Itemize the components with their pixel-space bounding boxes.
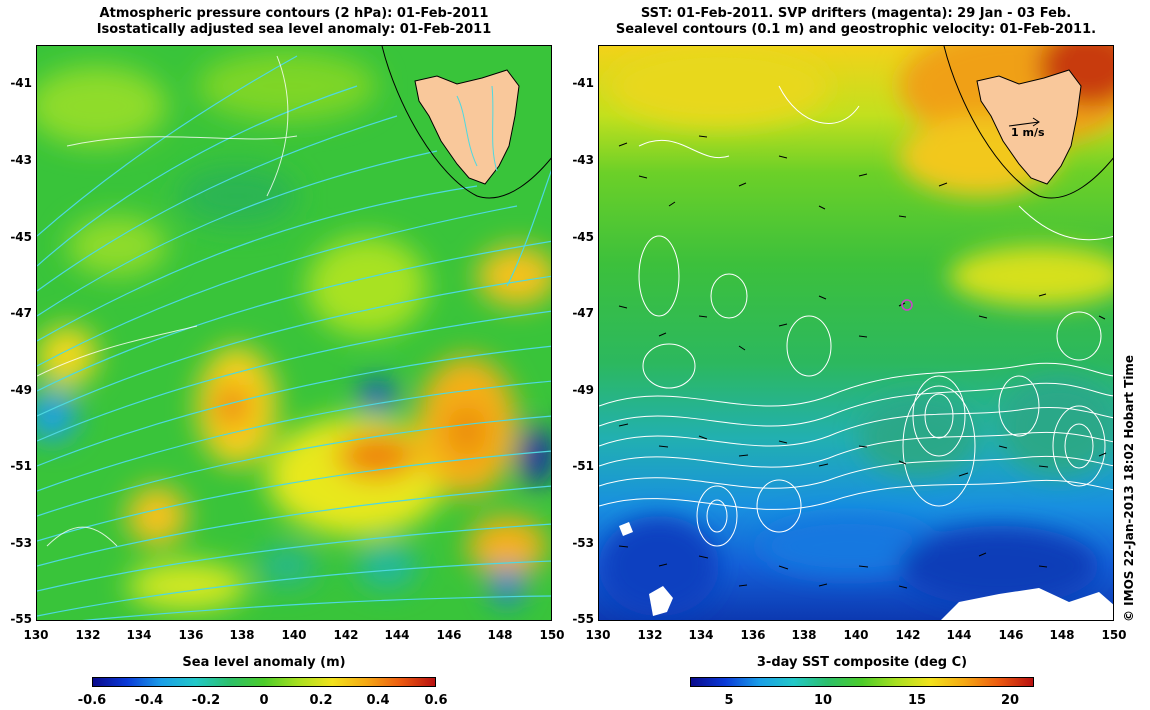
right-xtick: 146	[998, 628, 1024, 642]
left-xtick: 136	[178, 628, 204, 642]
no-data-patches	[619, 522, 1113, 620]
right-xtick: 136	[740, 628, 766, 642]
left-colorbar-tick: 0.2	[309, 693, 333, 708]
sst-field	[599, 46, 1113, 620]
scale-vector-arrow	[1008, 117, 1040, 127]
pressure-contours	[37, 55, 551, 620]
right-colorbar-tick: 15	[907, 693, 927, 708]
right-colorbar-tick: 5	[724, 693, 734, 708]
right-xtick: 132	[637, 628, 663, 642]
imos-credit: © IMOS 22-Jan-2013 18:02 Hobart Time	[1122, 354, 1136, 622]
left-title-line1: Atmospheric pressure contours (2 hPa): 0…	[99, 6, 489, 21]
left-colorbar-tick: 0.4	[366, 693, 390, 708]
right-title-line2: Sealevel contours (0.1 m) and geostrophi…	[615, 22, 1097, 37]
right-colorbar-tick: 20	[1000, 693, 1020, 708]
left-xtick: 144	[384, 628, 410, 642]
right-ytick: -53	[572, 536, 594, 550]
left-colorbar	[92, 677, 436, 687]
left-title-line2: Isostatically adjusted sea level anomaly…	[96, 22, 492, 37]
sea-level-anomaly-field	[37, 46, 551, 620]
right-map: 1 m/s	[598, 45, 1114, 621]
right-xtick: 140	[843, 628, 869, 642]
left-xtick: 134	[126, 628, 152, 642]
left-xtick: 146	[436, 628, 462, 642]
sealevel-contours	[599, 85, 1113, 547]
left-xtick: 150	[539, 628, 565, 642]
right-xtick: 144	[946, 628, 972, 642]
left-ytick: -43	[10, 153, 32, 167]
tasmania-land	[976, 69, 1082, 185]
left-colorbar-tick: 0.6	[424, 693, 448, 708]
left-xtick: 132	[75, 628, 101, 642]
left-ytick: -53	[10, 536, 32, 550]
right-title-line1: SST: 01-Feb-2011. SVP drifters (magenta)…	[640, 6, 1072, 21]
right-xtick: 130	[585, 628, 611, 642]
left-xtick: 130	[23, 628, 49, 642]
right-xtick: 150	[1101, 628, 1127, 642]
left-xtick: 142	[333, 628, 359, 642]
left-ytick: -55	[10, 612, 32, 626]
right-colorbar-label: 3-day SST composite (deg C)	[756, 655, 968, 670]
scale-vector-label: 1 m/s	[1011, 126, 1045, 139]
left-ytick: -45	[10, 230, 32, 244]
right-ytick: -45	[572, 230, 594, 244]
left-ytick: -51	[10, 459, 32, 473]
left-colorbar-tick: 0	[259, 693, 269, 708]
right-ytick: -43	[572, 153, 594, 167]
left-ytick: -49	[10, 383, 32, 397]
left-colorbar-label: Sea level anomaly (m)	[182, 655, 346, 670]
left-xtick: 140	[281, 628, 307, 642]
drifter-marker	[901, 299, 913, 311]
right-xtick: 138	[791, 628, 817, 642]
right-ytick: -47	[572, 306, 594, 320]
right-ytick: -49	[572, 383, 594, 397]
left-xtick: 148	[487, 628, 513, 642]
left-map	[36, 45, 552, 621]
left-colorbar-tick: -0.2	[191, 693, 221, 708]
right-xtick: 148	[1049, 628, 1075, 642]
right-colorbar-tick: 10	[813, 693, 833, 708]
left-ytick: -47	[10, 306, 32, 320]
left-colorbar-tick: -0.4	[134, 693, 164, 708]
right-colorbar	[690, 677, 1034, 687]
right-xtick: 142	[895, 628, 921, 642]
left-ytick: -41	[10, 76, 32, 90]
right-xtick: 134	[688, 628, 714, 642]
left-xtick: 138	[229, 628, 255, 642]
right-ytick: -55	[572, 612, 594, 626]
right-ytick: -41	[572, 76, 594, 90]
left-colorbar-tick: -0.6	[77, 693, 107, 708]
right-ytick: -51	[572, 459, 594, 473]
